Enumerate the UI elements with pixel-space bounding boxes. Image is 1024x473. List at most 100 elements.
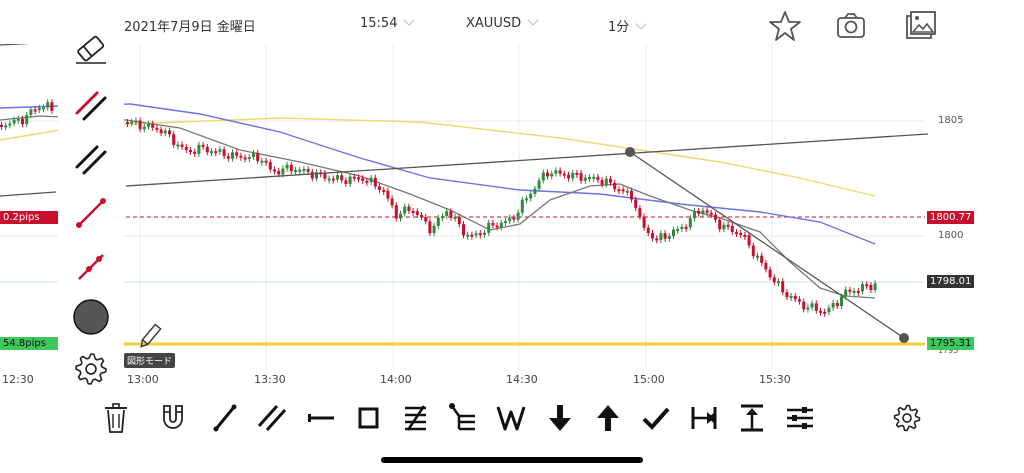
range-vertical-icon[interactable] — [737, 402, 767, 434]
candle-body — [21, 118, 24, 125]
candle-body — [588, 177, 591, 180]
candle-body — [373, 177, 377, 187]
price-label-1800: 1800 — [938, 230, 964, 241]
gallery-icon[interactable] — [902, 8, 938, 44]
fibonacci-icon[interactable] — [400, 402, 430, 434]
elliott-wave-icon[interactable] — [496, 402, 526, 434]
candle-body — [147, 123, 150, 127]
candle-body — [491, 222, 495, 226]
line-segment-red-icon[interactable] — [72, 194, 110, 232]
candle-body — [420, 215, 423, 218]
candle-body — [180, 144, 184, 147]
candle-body — [281, 168, 285, 175]
symbol-selector[interactable]: XAUUSD — [466, 14, 539, 31]
candle-body — [197, 144, 201, 154]
trendline-icon[interactable] — [210, 402, 240, 434]
eraser-icon[interactable] — [72, 30, 110, 68]
candle-body — [806, 307, 810, 310]
candle-body — [617, 189, 621, 192]
candle-body — [357, 177, 360, 180]
candle-body — [571, 172, 575, 179]
trash-icon[interactable] — [101, 402, 131, 434]
parallel-lines-black-icon[interactable] — [72, 140, 110, 178]
candle-body — [344, 180, 348, 184]
candle-body — [520, 199, 524, 213]
price-label-1795: 1795 — [938, 346, 959, 355]
horizontal-line-icon[interactable] — [306, 402, 336, 434]
candle-body — [33, 109, 37, 112]
candle-body — [306, 169, 310, 172]
ray-red-icon[interactable] — [72, 248, 110, 286]
magnet-icon[interactable] — [158, 402, 188, 434]
candle-body — [336, 175, 339, 180]
candle-body — [46, 102, 50, 108]
star-icon[interactable] — [767, 8, 803, 44]
candle-body — [869, 284, 873, 291]
candle-body — [558, 170, 562, 174]
candle-body — [8, 123, 12, 126]
candle-body — [294, 170, 297, 173]
range-horizontal-icon[interactable] — [689, 402, 719, 434]
candle-body — [781, 281, 785, 293]
parallel-channel-icon[interactable] — [257, 402, 287, 434]
candle-body — [856, 290, 860, 293]
moving-average-fast — [0, 115, 876, 299]
camera-icon[interactable] — [833, 8, 869, 44]
candle-body — [222, 149, 226, 157]
long-short-icon[interactable] — [785, 402, 815, 434]
arrow-up-icon[interactable] — [593, 402, 623, 434]
candle-body — [16, 118, 20, 121]
candle-body — [361, 178, 365, 181]
candle-body — [470, 234, 474, 237]
candle-body — [567, 174, 570, 179]
candle-body — [499, 222, 503, 228]
candle-body — [436, 217, 440, 226]
candle-body — [205, 146, 209, 153]
timeframe-selector[interactable]: 1分 — [608, 16, 647, 35]
rectangle-icon[interactable] — [354, 402, 384, 434]
candle-body — [751, 245, 755, 257]
fib-fan-icon[interactable] — [447, 402, 477, 434]
candle-body — [478, 233, 482, 236]
candle-body — [718, 219, 722, 230]
candle-body — [651, 233, 654, 239]
check-icon[interactable] — [641, 402, 671, 434]
upper-line-price-tag: 1800.77 — [927, 211, 975, 224]
time-label: 13:30 — [254, 373, 286, 386]
candle-body — [176, 144, 180, 147]
settings-icon[interactable] — [892, 402, 922, 434]
candle-body — [273, 169, 276, 172]
candle-body — [399, 213, 402, 219]
chart-grid — [0, 44, 925, 370]
candle-body — [592, 176, 596, 179]
candle-body — [630, 190, 633, 200]
candle-body — [25, 114, 29, 125]
candle-body — [184, 146, 188, 150]
candle-body — [747, 235, 751, 246]
home-indicator — [381, 457, 643, 463]
trendline-left-bottom — [0, 191, 57, 197]
candle-body — [365, 180, 369, 183]
candle-body — [508, 217, 512, 222]
candle-body — [285, 164, 289, 169]
upper-pips-tag: 0.2pips — [0, 211, 58, 224]
time-label: 14:00 — [380, 373, 412, 386]
price-chart[interactable] — [0, 44, 1024, 374]
time-selector[interactable]: 15:54 — [360, 14, 416, 31]
candle-body — [546, 172, 549, 177]
candle-body — [529, 193, 533, 199]
candle-body — [390, 198, 394, 206]
settings-icon[interactable] — [72, 350, 110, 388]
pencil-icon[interactable] — [138, 322, 162, 352]
candle-body — [667, 236, 671, 239]
candle-body — [848, 289, 852, 292]
candle-body — [369, 177, 373, 183]
color-circle-icon[interactable] — [72, 298, 110, 336]
candle-body — [168, 130, 171, 135]
candle-body — [739, 233, 743, 236]
parallel-lines-red-icon[interactable] — [72, 86, 110, 124]
candle-body — [575, 172, 579, 175]
candle-body — [327, 178, 331, 181]
arrow-down-icon[interactable] — [545, 402, 575, 434]
candle-body — [138, 120, 142, 130]
